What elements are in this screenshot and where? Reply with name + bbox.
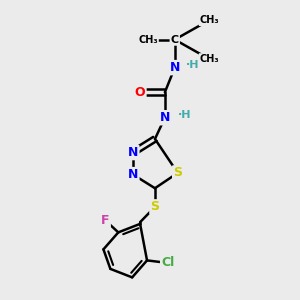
- Text: ·H: ·H: [178, 110, 191, 120]
- Text: ·H: ·H: [186, 60, 200, 70]
- Text: S: S: [151, 200, 160, 213]
- Text: S: S: [173, 167, 182, 179]
- Text: CH₃: CH₃: [200, 54, 219, 64]
- Text: N: N: [169, 61, 180, 74]
- Text: N: N: [128, 146, 138, 159]
- Text: Cl: Cl: [161, 256, 175, 269]
- Text: F: F: [101, 214, 110, 227]
- Text: CH₃: CH₃: [138, 34, 158, 45]
- Text: CH₃: CH₃: [200, 15, 219, 25]
- Text: O: O: [135, 86, 146, 99]
- Text: N: N: [128, 168, 138, 181]
- Text: N: N: [160, 111, 170, 124]
- Text: C: C: [171, 34, 179, 45]
